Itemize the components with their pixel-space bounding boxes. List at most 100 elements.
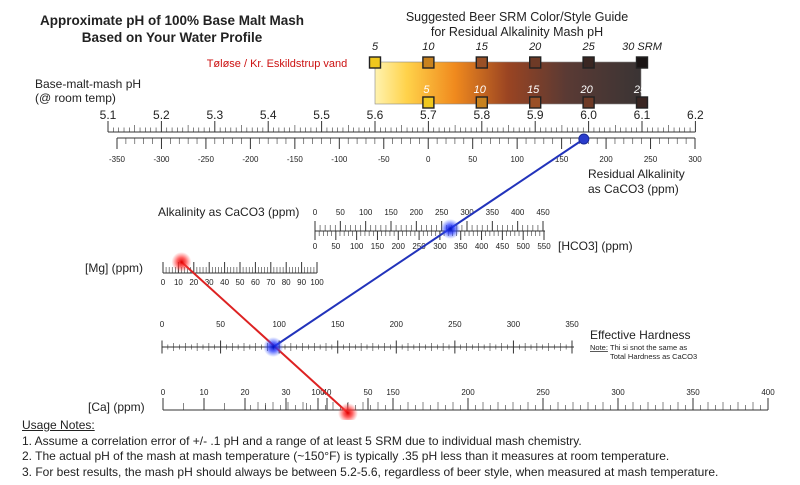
srm-top-label: 25	[581, 41, 595, 53]
usage-notes: Usage Notes: 1. Assume a correlation err…	[22, 418, 792, 480]
srm-bottom-label: 15	[527, 84, 540, 96]
srm-bottom-label: 10	[474, 84, 487, 96]
mg-reading-marker	[171, 252, 192, 272]
effective-hardness-tick-label: 100	[272, 320, 286, 329]
hco3-tick-label: 50	[331, 242, 340, 251]
effective-hardness-note: Thi si snot the same as	[610, 343, 687, 352]
hco3-tick-label: 350	[454, 242, 468, 251]
srm-marker	[635, 56, 649, 69]
residual-alkalinity-tick-label: 0	[426, 155, 431, 164]
alkalinity-tick-label: 450	[536, 208, 550, 217]
mg-tick-label: 100	[310, 278, 324, 287]
reading-lines	[171, 133, 590, 420]
ph-tick-label: 5.2	[153, 108, 170, 122]
ca-scale: 0 10 20 30 40 50 100 150 200 250 300 350 400	[161, 388, 775, 411]
ph-axis-label: Base-malt-mash pH	[35, 77, 141, 91]
residual-alkalinity-scale: -350 -300 -250 -200 -150 -100 -50 0 50 100 150 200 2…	[109, 137, 702, 164]
hco3-tick-label: 550	[537, 242, 551, 251]
ca-tick-label: 10	[200, 388, 209, 397]
mg-tick-label: 70	[266, 278, 275, 287]
effective-hardness-note-2: Total Hardness as CaCO3	[610, 352, 697, 361]
ca-reading-marker	[338, 403, 358, 420]
residual-alkalinity-tick-label: 50	[468, 155, 477, 164]
usage-note-3: 3. For best results, the mash pH should …	[22, 464, 719, 479]
residual-alkalinity-tick-label: 100	[510, 155, 524, 164]
alkalinity-tick-label: 300	[460, 208, 474, 217]
srm-marker	[529, 96, 542, 109]
ca-tick-label: 40	[323, 388, 332, 397]
mg-scale: 0 10 20 30 40 50 60 70 80 90 100	[161, 262, 324, 287]
ca-tick-label: 150	[386, 388, 400, 397]
alkalinity-reading-line	[272, 138, 585, 348]
ph-tick-label: 5.7	[420, 108, 437, 122]
srm-top-label: 30 SRM	[622, 41, 663, 53]
effective-hardness-tick-label: 250	[448, 320, 462, 329]
residual-alkalinity-tick-label: -350	[109, 155, 126, 164]
usage-note-2: 2. The actual pH of the mash at mash tem…	[22, 449, 670, 463]
hco3-tick-label: 450	[496, 242, 510, 251]
srm-top-label: 5	[372, 41, 379, 53]
srm-top-markers: 5 10 15 20 25 30 SRM	[368, 41, 663, 69]
ca-tick-label: 350	[686, 388, 700, 397]
hco3-tick-label: 250	[412, 242, 426, 251]
ca-tick-label: 50	[364, 388, 373, 397]
ph-tick-label: 5.9	[527, 108, 544, 122]
residual-alkalinity-tick-label: 300	[688, 155, 702, 164]
residual-alkalinity-tick-label: 250	[644, 155, 658, 164]
srm-guide-title-line1: Suggested Beer SRM Color/Style Guide	[406, 10, 628, 24]
chart-title-line2: Based on Your Water Profile	[82, 30, 263, 45]
nomogram: Approximate pH of 100% Base Malt Mash Ba…	[35, 10, 775, 420]
srm-bottom-label: 5	[423, 84, 430, 96]
srm-marker	[582, 56, 595, 69]
srm-marker	[422, 56, 435, 69]
alkalinity-tick-label: 350	[486, 208, 500, 217]
mg-tick-label: 20	[189, 278, 198, 287]
ph-tick-label: 5.3	[206, 108, 223, 122]
ca-tick-label: 20	[241, 388, 250, 397]
srm-guide-title-line2: for Residual Alkalinity Mash pH	[431, 25, 603, 39]
ph-tick-label: 5.4	[260, 108, 277, 122]
ca-tick-label: 300	[611, 388, 625, 397]
alkalinity-tick-label: 50	[336, 208, 345, 217]
mg-tick-label: 10	[174, 278, 183, 287]
mg-tick-label: 0	[161, 278, 166, 287]
hco3-tick-label: 500	[517, 242, 531, 251]
nomogram-scales: 5.1 5.2 5.3 5.4 5.5 5.6 5.7 5.8 5.9 6.0 6.1 6.2 -350…	[100, 108, 775, 411]
alkalinity-tick-label: 400	[511, 208, 525, 217]
ca-tick-label: 250	[536, 388, 550, 397]
ca-tick-label: 100	[311, 388, 325, 397]
alkalinity-reading-marker	[440, 219, 461, 239]
ph-tick-label: 5.8	[473, 108, 490, 122]
hardness-reading-line	[180, 261, 349, 414]
usage-notes-heading: Usage Notes:	[22, 418, 95, 432]
effective-hardness-scale: 0 50 100 150 200 250 300 350	[160, 320, 579, 354]
srm-bottom-label: 25	[633, 84, 647, 96]
effective-hardness-tick-label: 350	[565, 320, 579, 329]
hco3-tick-label: 150	[371, 242, 385, 251]
residual-alkalinity-tick-label: -250	[198, 155, 215, 164]
effective-hardness-tick-label: 0	[160, 320, 165, 329]
ca-tick-label: 0	[161, 388, 166, 397]
srm-color-bar	[374, 61, 642, 105]
ph-axis-sublabel: (@ room temp)	[35, 91, 116, 105]
mg-tick-label: 60	[251, 278, 260, 287]
srm-marker	[368, 56, 382, 69]
alkalinity-tick-label: 200	[410, 208, 424, 217]
residual-alkalinity-tick-label: -100	[331, 155, 348, 164]
residual-alkalinity-tick-label: -200	[242, 155, 259, 164]
hco3-tick-label: 400	[475, 242, 489, 251]
residual-alkalinity-tick-label: 200	[599, 155, 613, 164]
ph-tick-label: 6.1	[634, 108, 651, 122]
ph-scale: 5.1 5.2 5.3 5.4 5.5 5.6 5.7 5.8 5.9 6.0 6.1 6.2	[100, 108, 704, 133]
residual-alkalinity-tick-label: -50	[378, 155, 390, 164]
hco3-label: [HCO3] (ppm)	[558, 239, 633, 253]
hco3-tick-label: 0	[313, 242, 318, 251]
ph-tick-label: 5.5	[313, 108, 330, 122]
mg-tick-label: 40	[220, 278, 229, 287]
srm-marker	[422, 96, 435, 109]
effective-hardness-reading-marker	[263, 337, 284, 357]
effective-hardness-label: Effective Hardness	[590, 328, 691, 342]
ph-tick-label: 5.6	[367, 108, 384, 122]
residual-alkalinity-sublabel: as CaCO3 (ppm)	[588, 182, 679, 196]
mg-tick-label: 90	[297, 278, 306, 287]
